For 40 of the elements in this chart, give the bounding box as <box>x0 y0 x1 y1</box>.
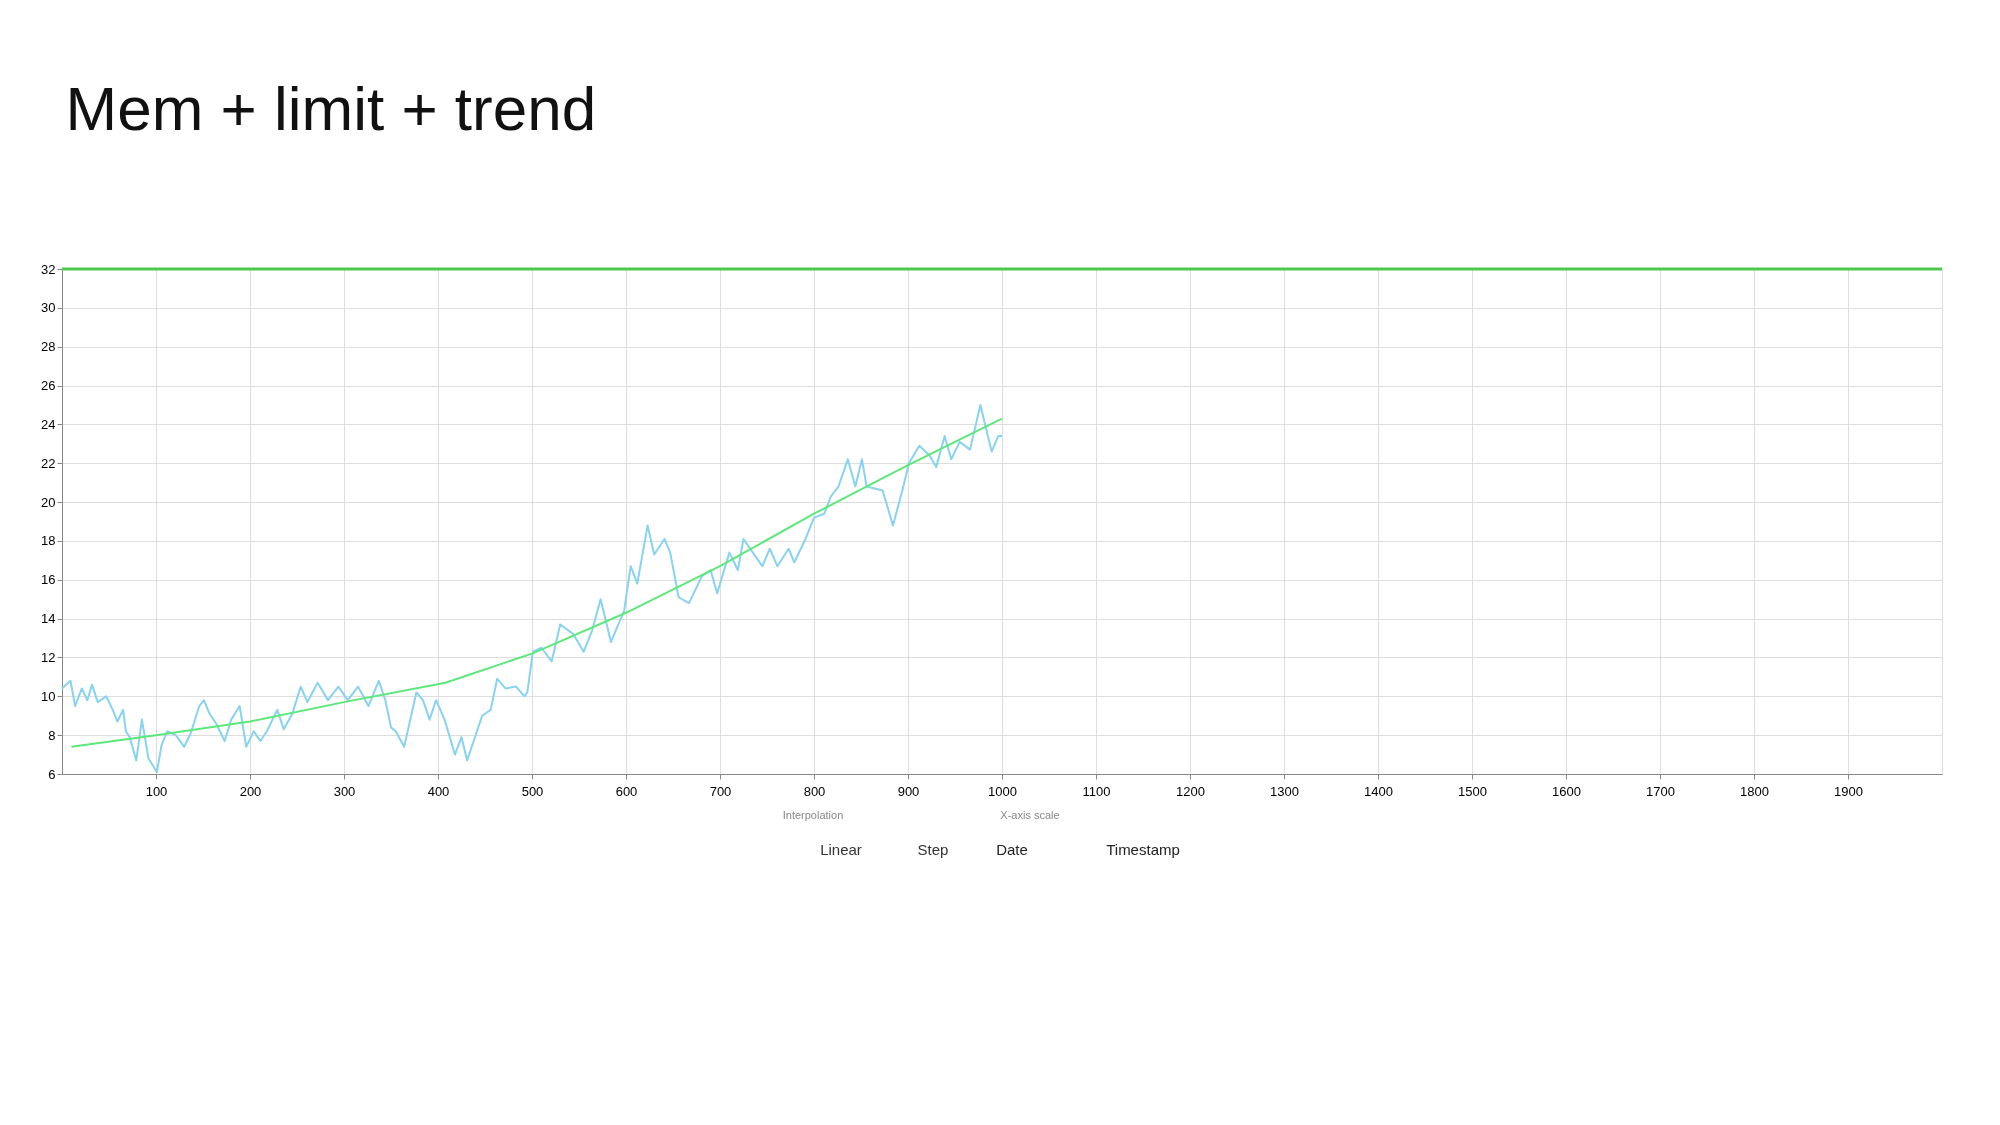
x-tick-label: 1100 <box>1082 783 1111 799</box>
x-tick-label: 700 <box>709 783 732 799</box>
y-tick-label: 16 <box>41 572 56 588</box>
x-tick-label: 1900 <box>1834 783 1863 799</box>
x-tick-label: 1300 <box>1270 783 1299 799</box>
y-tick-label: 10 <box>41 688 56 704</box>
y-tick-label: 22 <box>41 455 56 471</box>
text: Step <box>917 841 949 858</box>
x-tick-label: 1700 <box>1646 783 1675 799</box>
y-tick-label: 28 <box>41 339 56 355</box>
y-tick-label: 14 <box>41 611 56 627</box>
x-tick-label: 600 <box>615 783 638 799</box>
y-tick-label: 32 <box>41 261 56 277</box>
x-tick-label: 1500 <box>1458 783 1487 799</box>
y-tick-label: 8 <box>48 727 56 743</box>
x-tick-label: 1200 <box>1176 783 1205 799</box>
text: Timestamp <box>1106 841 1180 858</box>
x-tick-label: 1400 <box>1364 783 1393 799</box>
y-tick-label: 6 <box>48 766 56 782</box>
x-tick-label: 1800 <box>1740 783 1769 799</box>
x-tick-label: 900 <box>897 783 920 799</box>
x-tick-label: 300 <box>333 783 356 799</box>
x-tick-label: 500 <box>521 783 544 799</box>
y-tick-label: 20 <box>41 494 56 510</box>
x-tick-label: 400 <box>427 783 450 799</box>
x-tick-label: 200 <box>239 783 262 799</box>
x-tick-label: 100 <box>145 783 168 799</box>
text: Interpolation <box>782 809 844 821</box>
x-tick-label: 1600 <box>1552 783 1581 799</box>
text: X-axis scale <box>1000 809 1060 821</box>
x-tick-label: 800 <box>803 783 826 799</box>
y-tick-label: 26 <box>41 378 56 394</box>
text: Linear <box>820 841 862 858</box>
y-tick-label: 12 <box>41 649 56 665</box>
chart-title: Mem + limit + trend <box>65 74 597 143</box>
y-tick-label: 30 <box>41 300 56 316</box>
text: Date <box>996 841 1028 858</box>
y-tick-label: 24 <box>41 416 56 432</box>
x-tick-label: 1000 <box>988 783 1017 799</box>
y-tick-label: 18 <box>41 533 56 549</box>
